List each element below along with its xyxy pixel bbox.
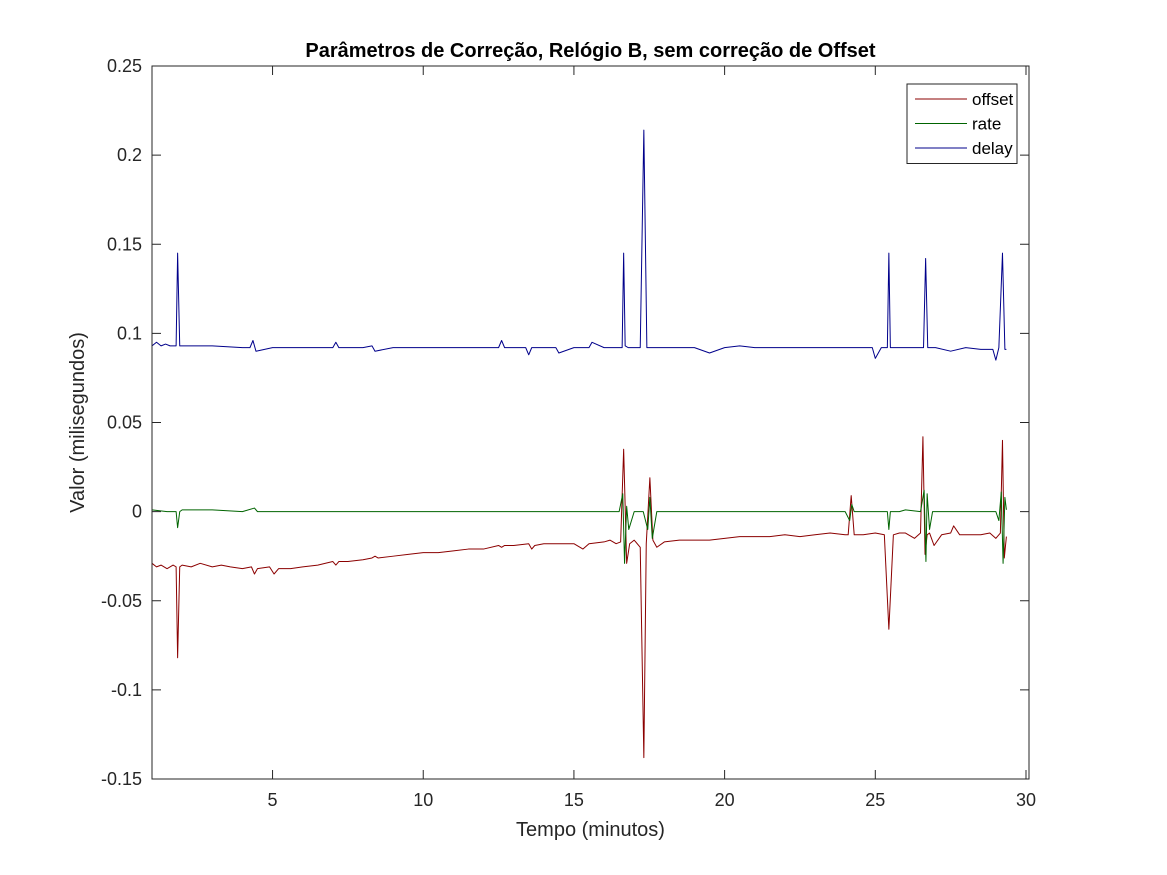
x-tick-label: 15	[564, 790, 584, 810]
ticks-layer: 5 10 15 20 25 30 -0.15 -0.1 -0.05 0 0.05 0.1 0.15 0.2…	[101, 56, 1036, 810]
y-tick-label: -0.1	[111, 680, 142, 700]
x-tick-label: 30	[1016, 790, 1036, 810]
y-tick-label: 0	[132, 502, 142, 522]
series-line-rate	[151, 489, 1007, 564]
x-tick-label: 25	[865, 790, 885, 810]
chart-title: Parâmetros de Correção, Relógio B, sem c…	[305, 40, 876, 62]
x-tick-label: 5	[268, 790, 278, 810]
y-tick-label: 0.15	[107, 234, 142, 254]
y-tick-label: 0.25	[107, 56, 142, 76]
series-layer	[151, 129, 1007, 759]
x-tick-label: 20	[715, 790, 735, 810]
y-tick-label: -0.05	[101, 591, 142, 611]
x-tick-label: 10	[413, 790, 433, 810]
legend-label-offset: offset	[972, 90, 1014, 109]
y-tick-label: 0.1	[117, 323, 142, 343]
series-line-delay	[151, 129, 1007, 361]
y-tick-label: -0.15	[101, 769, 142, 789]
legend: offset rate delay	[906, 83, 1018, 164]
legend-label-rate: rate	[972, 115, 1001, 134]
y-tick-label: 0.05	[107, 413, 142, 433]
plot-area	[152, 66, 1029, 779]
y-axis-title: Valor (milisegundos)	[67, 332, 89, 513]
x-axis-title: Tempo (minutos)	[516, 819, 665, 841]
legend-label-delay: delay	[972, 139, 1013, 158]
series-line-offset	[151, 436, 1007, 759]
y-tick-label: 0.2	[117, 145, 142, 165]
